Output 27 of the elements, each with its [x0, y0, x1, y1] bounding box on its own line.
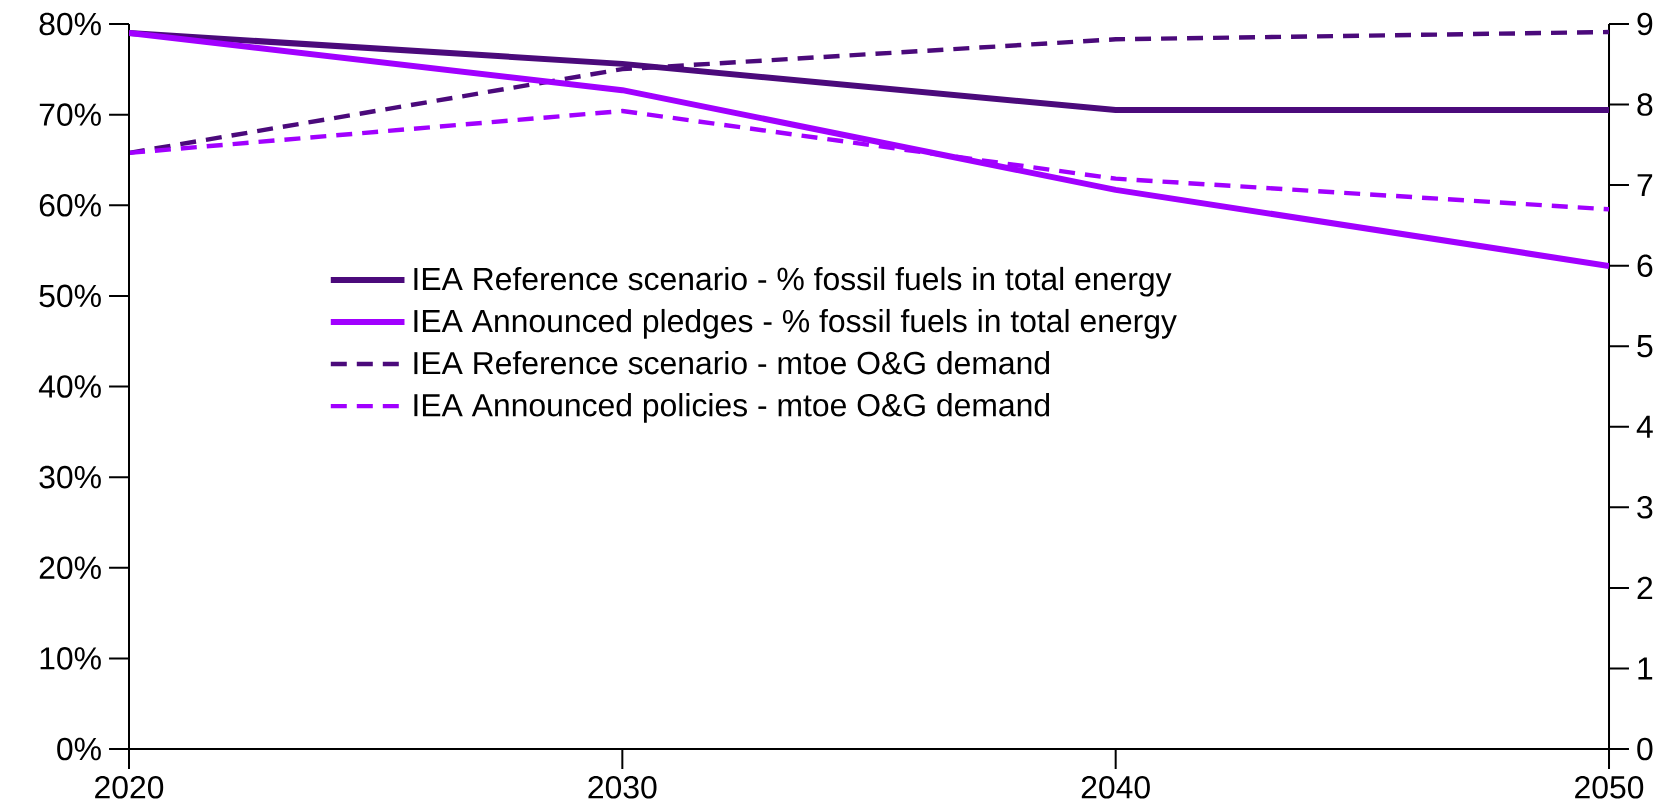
y2-tick-label: 7	[1637, 174, 1653, 197]
y-tick-label: 80%	[39, 12, 101, 36]
y2-tick-label: 5	[1637, 335, 1653, 358]
y2-tick-label: 4	[1636, 415, 1653, 438]
x-tick-label: 2030	[588, 776, 657, 799]
y-tick-label: 0%	[57, 737, 101, 761]
x-tick-label: 2040	[1081, 776, 1150, 799]
y2-tick-label: 0	[1637, 737, 1653, 761]
y2-tick-label: 1	[1638, 657, 1653, 680]
legend-label: IEA Announced pledges - % fossil fuels in total energy	[414, 308, 1177, 339]
y-tick-label: 70%	[39, 103, 101, 126]
x-tick-label: 2050	[1575, 776, 1644, 799]
y-tick-label: 20%	[39, 556, 101, 580]
y-tick-label: 60%	[39, 193, 101, 217]
legend-label: IEA Reference scenario - % fossil fuels in total energy	[414, 266, 1172, 297]
legend-label: IEA Reference scenario - mtoe O&G demand	[414, 350, 1050, 375]
legend-label: IEA Announced policies - mtoe O&G demand	[414, 393, 1050, 423]
y2-tick-label: 2	[1637, 576, 1653, 600]
y2-tick-label: 3	[1637, 496, 1653, 519]
y-tick-label: 10%	[40, 647, 101, 670]
x-tick-label: 2020	[95, 776, 164, 799]
y2-tick-label: 9	[1637, 12, 1653, 36]
y-tick-label: 30%	[39, 465, 101, 489]
y-tick-label: 50%	[39, 284, 101, 308]
y2-tick-label: 6	[1637, 254, 1653, 277]
y-tick-label: 40%	[38, 375, 101, 398]
y2-tick-label: 8	[1637, 93, 1653, 116]
